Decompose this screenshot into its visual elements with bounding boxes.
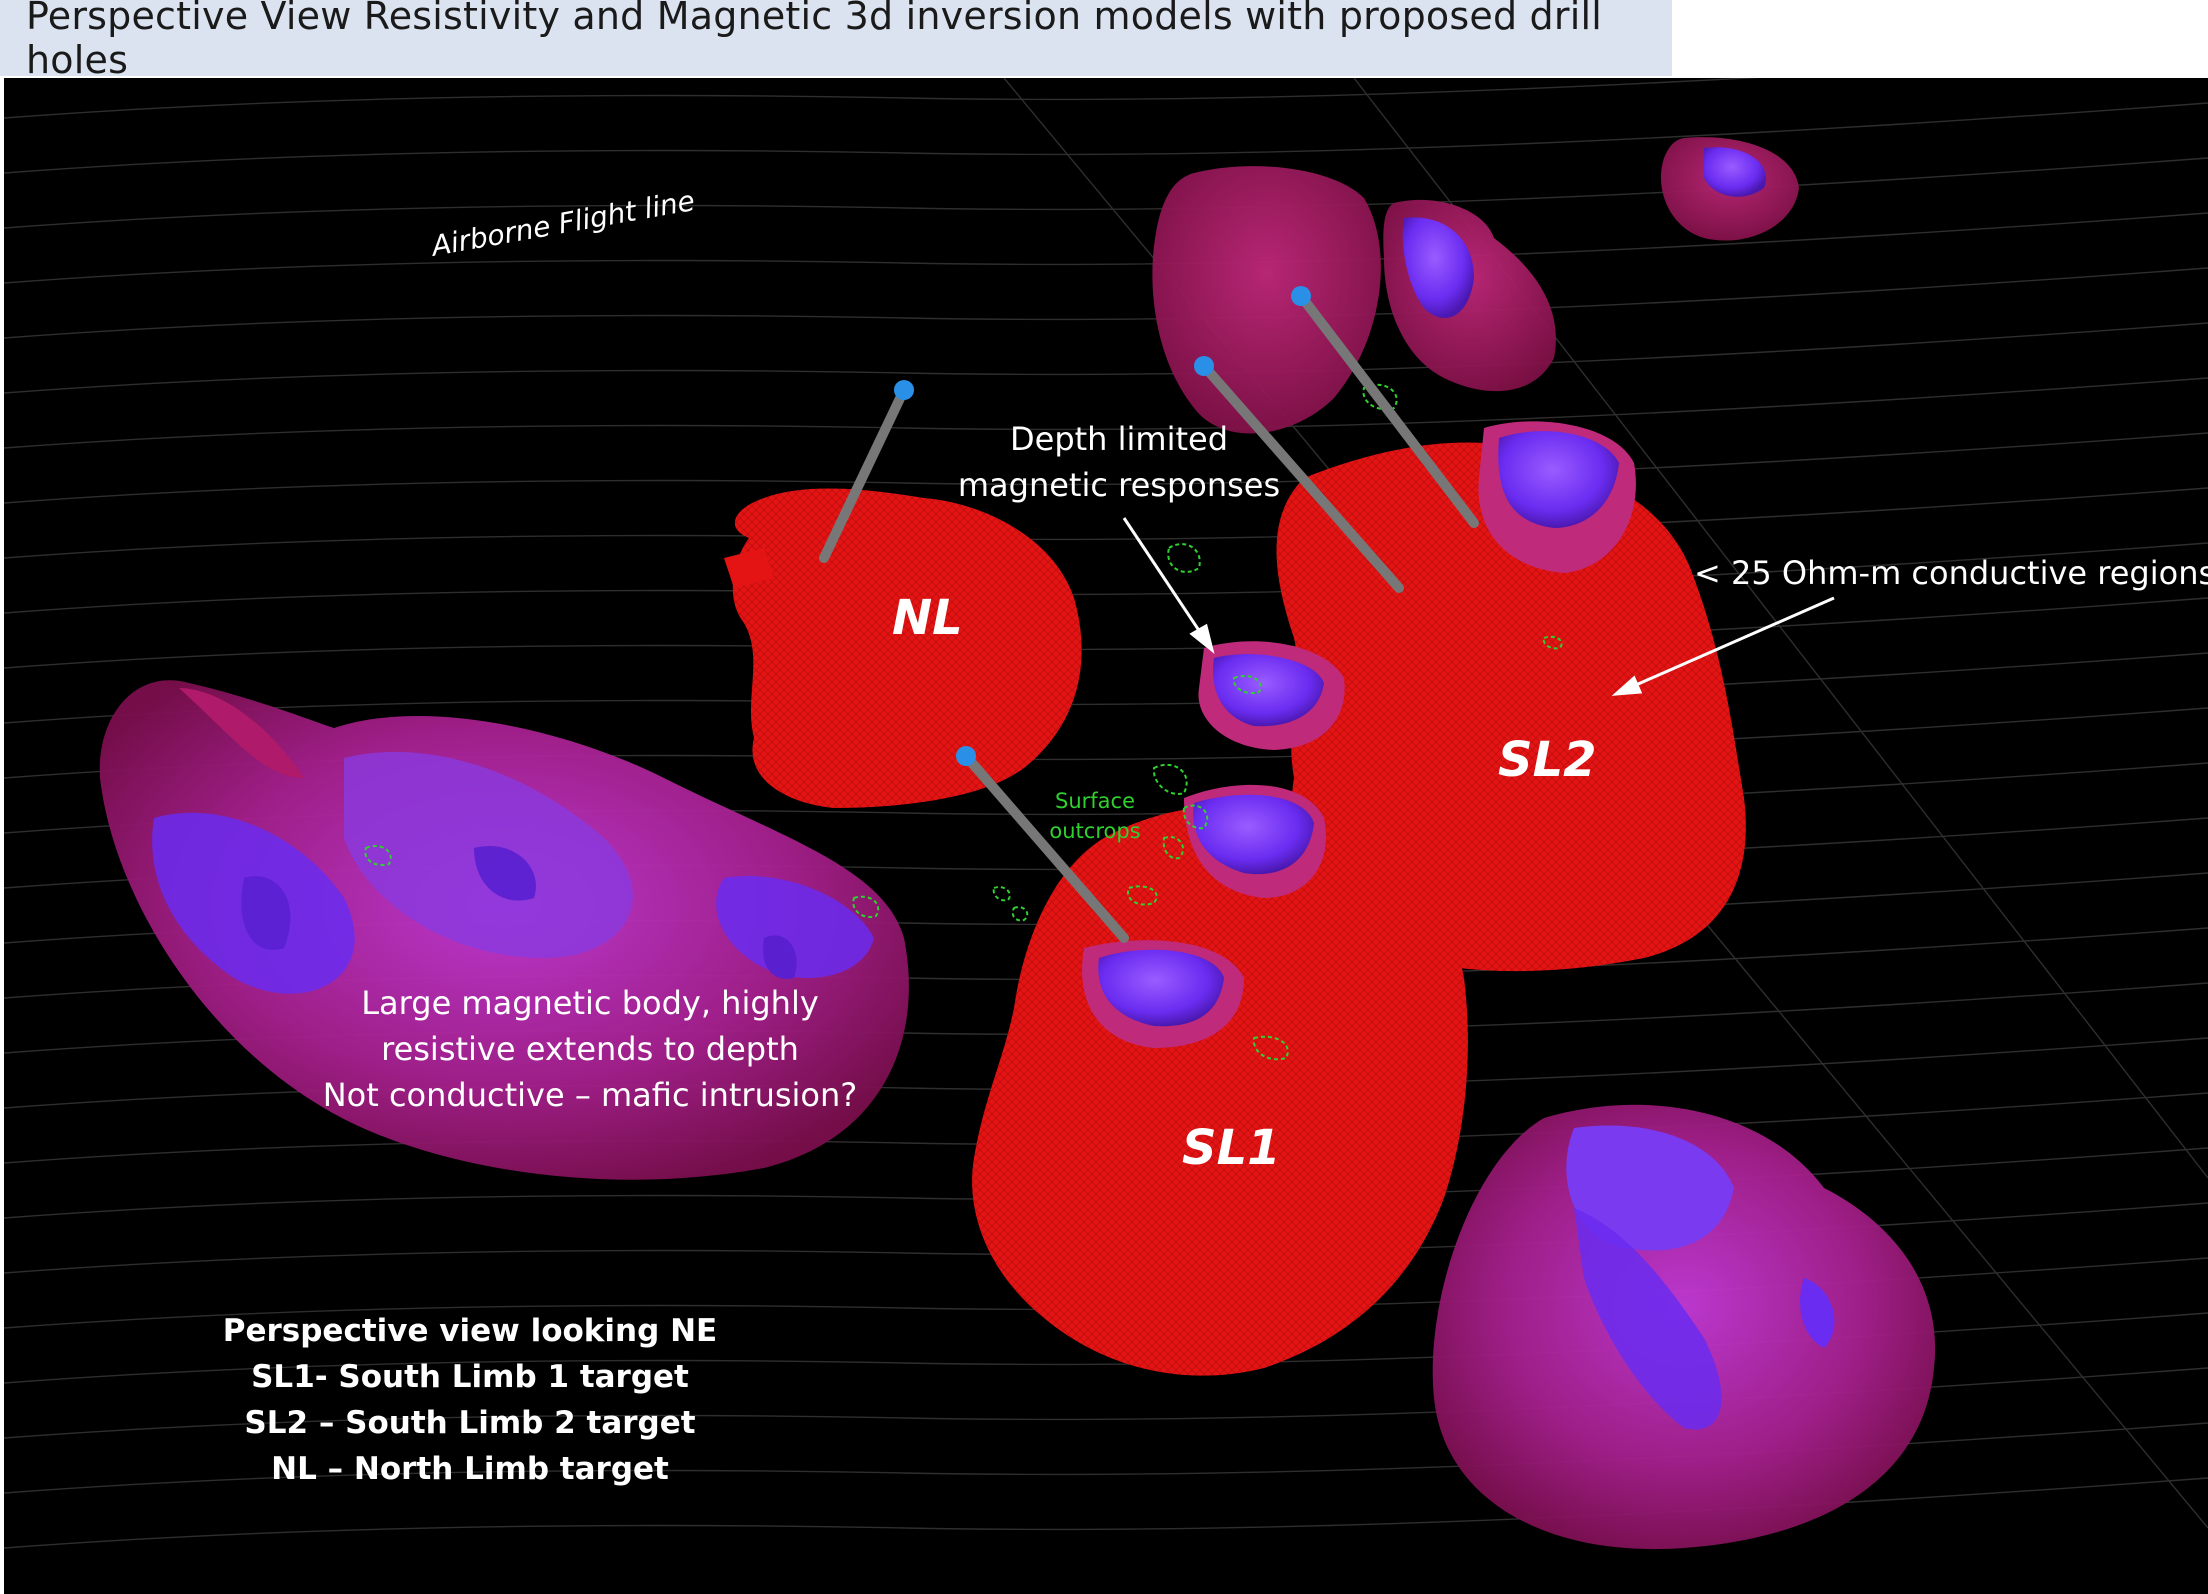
large-body-note: Large magnetic body, highly resistive ex… [310,980,870,1118]
legend-line-4: NL – North Limb target [271,1451,669,1487]
proposed-drill-holes [819,286,1479,943]
large-magnetic-body [99,680,909,1180]
title-bar: Perspective View Resistivity and Magneti… [0,0,1672,82]
southeast-magnetic-body [1432,1104,1936,1550]
target-label-nl: NL [892,590,963,646]
depth-limited-line-1: Depth limited [1009,420,1229,458]
legend-line-2: SL1- South Limb 1 target [251,1359,689,1395]
target-label-sl2: SL2 [1498,732,1597,788]
surface-outcrops-line-2: outcrops [1049,819,1141,843]
large-body-line-1: Large magnetic body, highly [361,984,819,1022]
surface-outcrop-contours [364,383,1563,1061]
legend: Perspective view looking NE SL1- South L… [220,1308,720,1492]
surface-outcrops-label: Surface outcrops [1040,786,1150,846]
nl-conductive-body [724,488,1082,808]
annotation-arrows [1122,517,1835,696]
depth-limited-note: Depth limited magnetic responses [954,416,1284,508]
surface-outcrops-line-1: Surface [1054,789,1135,813]
target-label-sl1: SL1 [1182,1120,1281,1176]
depth-limited-line-2: magnetic responses [957,466,1281,504]
page-title: Perspective View Resistivity and Magneti… [26,0,1602,82]
conductive-regions-note: < 25 Ohm-m conductive regions [1694,554,2208,592]
3d-scene [4,78,2208,1594]
legend-line-3: SL2 – South Limb 2 target [244,1405,696,1441]
depth-limited-magnetic-bodies [1082,421,1636,1048]
legend-line-1: Perspective view looking NE [222,1313,718,1349]
large-body-line-2: resistive extends to depth [381,1030,799,1068]
large-body-line-3: Not conductive – mafic intrusion? [322,1076,858,1114]
